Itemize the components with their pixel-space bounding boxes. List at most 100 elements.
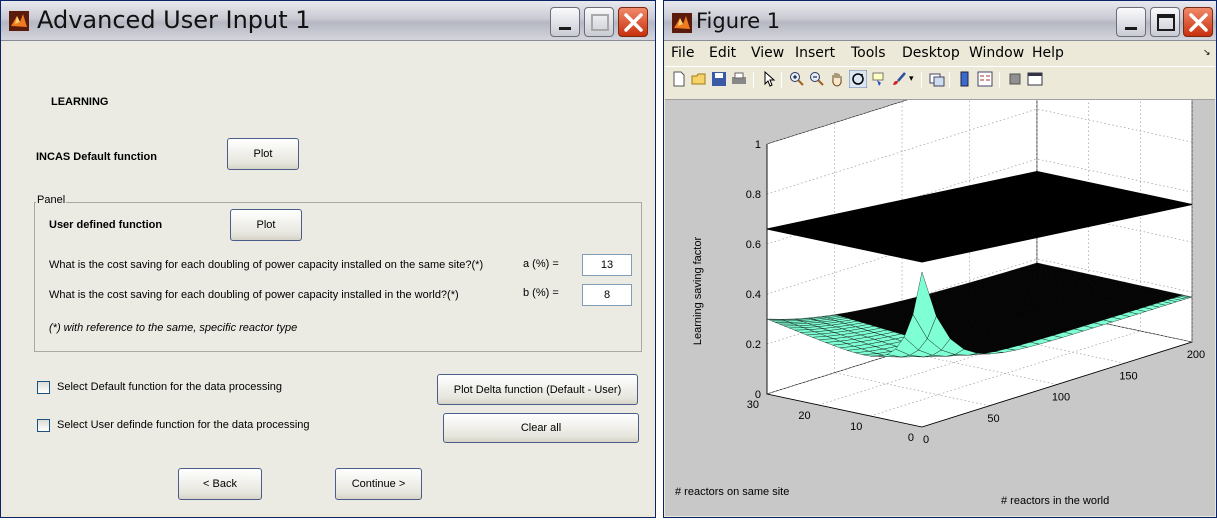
- field-a-input[interactable]: 13: [582, 254, 632, 276]
- zoom-out-icon[interactable]: [809, 71, 825, 87]
- open-file-icon[interactable]: [691, 71, 707, 87]
- user-function-checkbox-label: Select User definde function for the dat…: [57, 419, 310, 431]
- save-icon[interactable]: [711, 71, 727, 87]
- grid-line: [1036, 258, 1193, 293]
- maximize-button[interactable]: [1150, 7, 1180, 37]
- data-cursor-icon[interactable]: [871, 71, 887, 87]
- pointer-icon[interactable]: [761, 71, 777, 87]
- x-tick-label: 0: [908, 432, 914, 444]
- close-button[interactable]: [1183, 7, 1213, 37]
- z-tick-label: 0.6: [746, 239, 761, 251]
- surface-chart[interactable]: 00.20.40.60.810102030050100150200Learnin…: [665, 58, 1216, 518]
- new-figure-icon[interactable]: [671, 71, 687, 87]
- toolbar-separator: [949, 72, 950, 88]
- z-axis-title: Learning saving factor: [692, 237, 704, 346]
- close-icon: [1189, 13, 1208, 32]
- z-tick-label: 0.8: [746, 189, 761, 201]
- matlab-icon: [672, 13, 692, 33]
- y-tick-label: 200: [1187, 349, 1205, 361]
- close-button[interactable]: [618, 7, 648, 37]
- brush-dropdown-icon[interactable]: ▾: [909, 73, 914, 83]
- z-tick-label: 0: [755, 389, 761, 401]
- back-button[interactable]: < Back: [178, 468, 262, 500]
- minimize-button[interactable]: [550, 7, 580, 37]
- plot-delta-button[interactable]: Plot Delta function (Default - User): [437, 374, 638, 405]
- close-icon: [624, 13, 643, 32]
- upper-surface: [766, 170, 1193, 263]
- maximize-button[interactable]: [584, 7, 614, 37]
- y-tick-label: 50: [987, 413, 999, 425]
- rotate-3d-icon[interactable]: [849, 70, 867, 88]
- toolbar-separator: [781, 72, 782, 88]
- menu-view[interactable]: View: [751, 45, 785, 61]
- menu-help[interactable]: Help: [1032, 45, 1064, 61]
- panel-title: Panel: [36, 194, 67, 206]
- maximize-icon: [1157, 14, 1175, 31]
- y-axis-line: [921, 341, 1193, 428]
- user-plot-button[interactable]: Plot: [230, 209, 302, 241]
- question-b: What is the cost saving for each doublin…: [49, 289, 459, 301]
- window-title: Advanced User Input 1: [37, 6, 311, 34]
- print-icon[interactable]: [731, 71, 747, 87]
- menu-tools[interactable]: Tools: [851, 45, 886, 61]
- y-tick-label: 100: [1052, 392, 1070, 404]
- default-function-checkbox[interactable]: [37, 381, 50, 394]
- footnote: (*) with reference to the same, specific…: [49, 322, 298, 334]
- user-function-checkbox[interactable]: [37, 419, 50, 432]
- menu-edit[interactable]: Edit: [709, 45, 737, 61]
- z-tick-label: 0.2: [746, 339, 761, 351]
- figure-client: File Edit View Insert Tools Desktop Wind…: [665, 42, 1215, 516]
- default-function-label: INCAS Default function: [36, 151, 157, 163]
- user-function-panel: [34, 202, 642, 352]
- pan-icon[interactable]: [829, 71, 845, 87]
- default-function-checkbox-label: Select Default function for the data pro…: [57, 381, 283, 393]
- dialog-body: LEARNING INCAS Default function Plot Pan…: [4, 41, 652, 514]
- z-tick-label: 1: [755, 139, 761, 151]
- hide-plot-tools-icon[interactable]: [1007, 71, 1023, 87]
- figure-title-bar[interactable]: Figure 1: [664, 1, 1216, 41]
- show-plot-tools-icon[interactable]: [1027, 71, 1043, 87]
- legend-icon[interactable]: [977, 71, 993, 87]
- advanced-user-input-window: Advanced User Input 1 LEARNING INCAS Def…: [0, 0, 656, 518]
- brush-icon[interactable]: [891, 71, 907, 87]
- surface-patch: [912, 271, 937, 339]
- colorbar-icon[interactable]: [957, 71, 973, 87]
- y-tick-label: 150: [1119, 370, 1137, 382]
- figure-title: Figure 1: [696, 9, 781, 33]
- field-b-label: b (%) =: [523, 287, 559, 299]
- menu-file[interactable]: File: [671, 45, 695, 61]
- menu-dock-arrow-icon[interactable]: ↘: [1203, 48, 1211, 58]
- minimize-icon: [1125, 27, 1137, 30]
- link-plot-icon[interactable]: [929, 71, 945, 87]
- y-axis-title: # reactors in the world: [1001, 495, 1109, 507]
- plot-area[interactable]: 0 0.2 0.4 0.6 0.8 1 0 10 20 30 0 50 100 150 200 Learnin…: [665, 58, 1216, 518]
- menu-bar: File Edit View Insert Tools Desktop Wind…: [665, 42, 1215, 64]
- minimize-icon: [559, 27, 571, 30]
- menu-desktop[interactable]: Desktop: [902, 45, 960, 61]
- x-axis-line: [766, 393, 923, 428]
- toolbar-separator: [999, 72, 1000, 88]
- clear-all-button[interactable]: Clear all: [443, 413, 639, 443]
- user-function-label: User defined function: [49, 219, 163, 231]
- matlab-icon: [9, 11, 29, 31]
- menu-window[interactable]: Window: [969, 45, 1025, 61]
- grid-line: [834, 372, 990, 407]
- minimize-button[interactable]: [1116, 7, 1146, 37]
- question-a: What is the cost saving for each doublin…: [49, 259, 484, 271]
- title-bar[interactable]: Advanced User Input 1: [1, 1, 655, 41]
- figure-window: Figure 1 File Edit View Insert Tools Des…: [663, 0, 1217, 518]
- grid-line: [901, 351, 1058, 385]
- field-b-input[interactable]: 8: [582, 284, 632, 306]
- x-axis-title: # reactors on same site: [675, 486, 789, 498]
- y-tick-label: 0: [923, 434, 929, 446]
- continue-button[interactable]: Continue >: [335, 468, 422, 500]
- menu-insert[interactable]: Insert: [795, 45, 836, 61]
- default-plot-button[interactable]: Plot: [227, 138, 299, 170]
- grid-line: [1036, 158, 1193, 193]
- x-tick-label: 30: [747, 399, 759, 411]
- section-heading: LEARNING: [51, 96, 109, 108]
- figure-toolbar: ▾: [665, 66, 1215, 94]
- toolbar-separator: [921, 72, 922, 88]
- zoom-in-icon[interactable]: [789, 71, 805, 87]
- toolbar-separator: [753, 72, 754, 88]
